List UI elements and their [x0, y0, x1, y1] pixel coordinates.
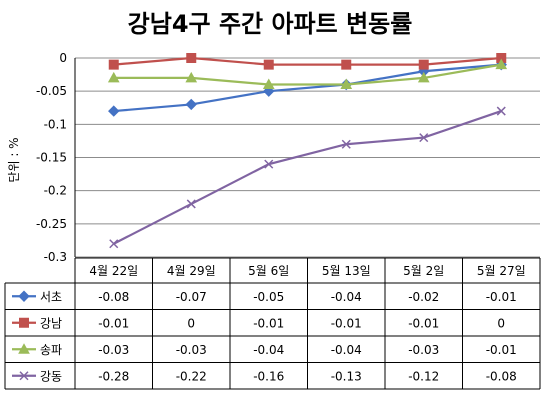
- y-tick-label: 0: [59, 51, 67, 65]
- table-cell: -0.01: [331, 316, 362, 330]
- series-name: 송파: [40, 343, 62, 357]
- table-cell: -0.05: [253, 290, 284, 304]
- y-tick-label: -0.05: [36, 84, 67, 98]
- data-point: [109, 239, 119, 249]
- series-name: 강남: [40, 316, 62, 330]
- chart-title: 강남4구 주간 아파트 변동률: [128, 10, 413, 38]
- y-axis-ticks: 0 -0.05 -0.1 -0.15 -0.2 -0.25 -0.3: [36, 51, 67, 264]
- data-point: [185, 98, 197, 111]
- data-point: [419, 133, 429, 143]
- data-point: [496, 106, 506, 116]
- table-cell: -0.04: [331, 290, 362, 304]
- series-lines: [107, 53, 508, 249]
- data-point: [418, 59, 429, 70]
- series-name: 서초: [40, 290, 62, 304]
- table-cell: -0.03: [176, 343, 207, 357]
- series-line-3: [113, 63, 502, 86]
- table-cell: -0.01: [408, 316, 439, 330]
- data-point: [108, 59, 119, 70]
- legend-key-marker: [19, 317, 29, 328]
- category-label: 4월 22일: [89, 264, 138, 278]
- y-tick-label: -0.25: [36, 217, 67, 231]
- table-cell: -0.12: [408, 369, 439, 383]
- table-cell: -0.07: [176, 290, 207, 304]
- data-point: [186, 199, 196, 209]
- table-cell: -0.04: [253, 343, 284, 357]
- category-label: 5월 6일: [248, 264, 289, 278]
- legend-key-marker: [18, 290, 30, 302]
- series-line-1: [113, 63, 502, 113]
- y-tick-label: -0.2: [44, 184, 67, 198]
- category-label: 5월 27일: [477, 264, 526, 278]
- table-cell: -0.03: [408, 343, 439, 357]
- data-point: [107, 71, 120, 83]
- table-cell: -0.01: [486, 290, 517, 304]
- category-label: 5월 13일: [322, 264, 371, 278]
- data-point: [186, 53, 197, 63]
- data-point: [108, 105, 120, 117]
- table-cell: -0.01: [253, 316, 284, 330]
- data-point: [264, 159, 274, 169]
- legend-key-marker: [19, 371, 29, 381]
- category-label: 4월 29일: [167, 264, 216, 278]
- y-tick-label: -0.15: [36, 151, 67, 165]
- series-name: 강동: [40, 369, 62, 383]
- series-line-4: [113, 110, 502, 245]
- data-point: [341, 139, 351, 149]
- data-point: [340, 78, 353, 90]
- table-cell: -0.03: [98, 343, 129, 357]
- table-cell: -0.22: [176, 369, 207, 383]
- table-cell: -0.16: [253, 369, 284, 383]
- data-point: [417, 71, 430, 83]
- y-axis-label: 단위 : %: [7, 137, 21, 182]
- data-point: [262, 78, 275, 90]
- data-point: [495, 58, 508, 70]
- table-cell: -0.08: [486, 369, 517, 383]
- table-cell: 0: [187, 316, 195, 330]
- y-tick-label: -0.3: [44, 250, 67, 264]
- data-point: [341, 59, 352, 70]
- data-point: [185, 71, 198, 83]
- table-cell: -0.01: [98, 316, 129, 330]
- table-cell: 0: [497, 316, 505, 330]
- table-cell: -0.02: [408, 290, 439, 304]
- table-cell: -0.08: [98, 290, 129, 304]
- table-cell: -0.01: [486, 343, 517, 357]
- table-cell: -0.28: [98, 369, 129, 383]
- category-label: 5월 2일: [403, 264, 444, 278]
- series-line-2: [113, 56, 502, 66]
- y-tick-label: -0.1: [44, 117, 67, 131]
- legend-key-marker: [18, 343, 30, 354]
- table-cell: -0.04: [331, 343, 362, 357]
- table-cell: -0.13: [331, 369, 362, 383]
- data-point: [263, 59, 274, 70]
